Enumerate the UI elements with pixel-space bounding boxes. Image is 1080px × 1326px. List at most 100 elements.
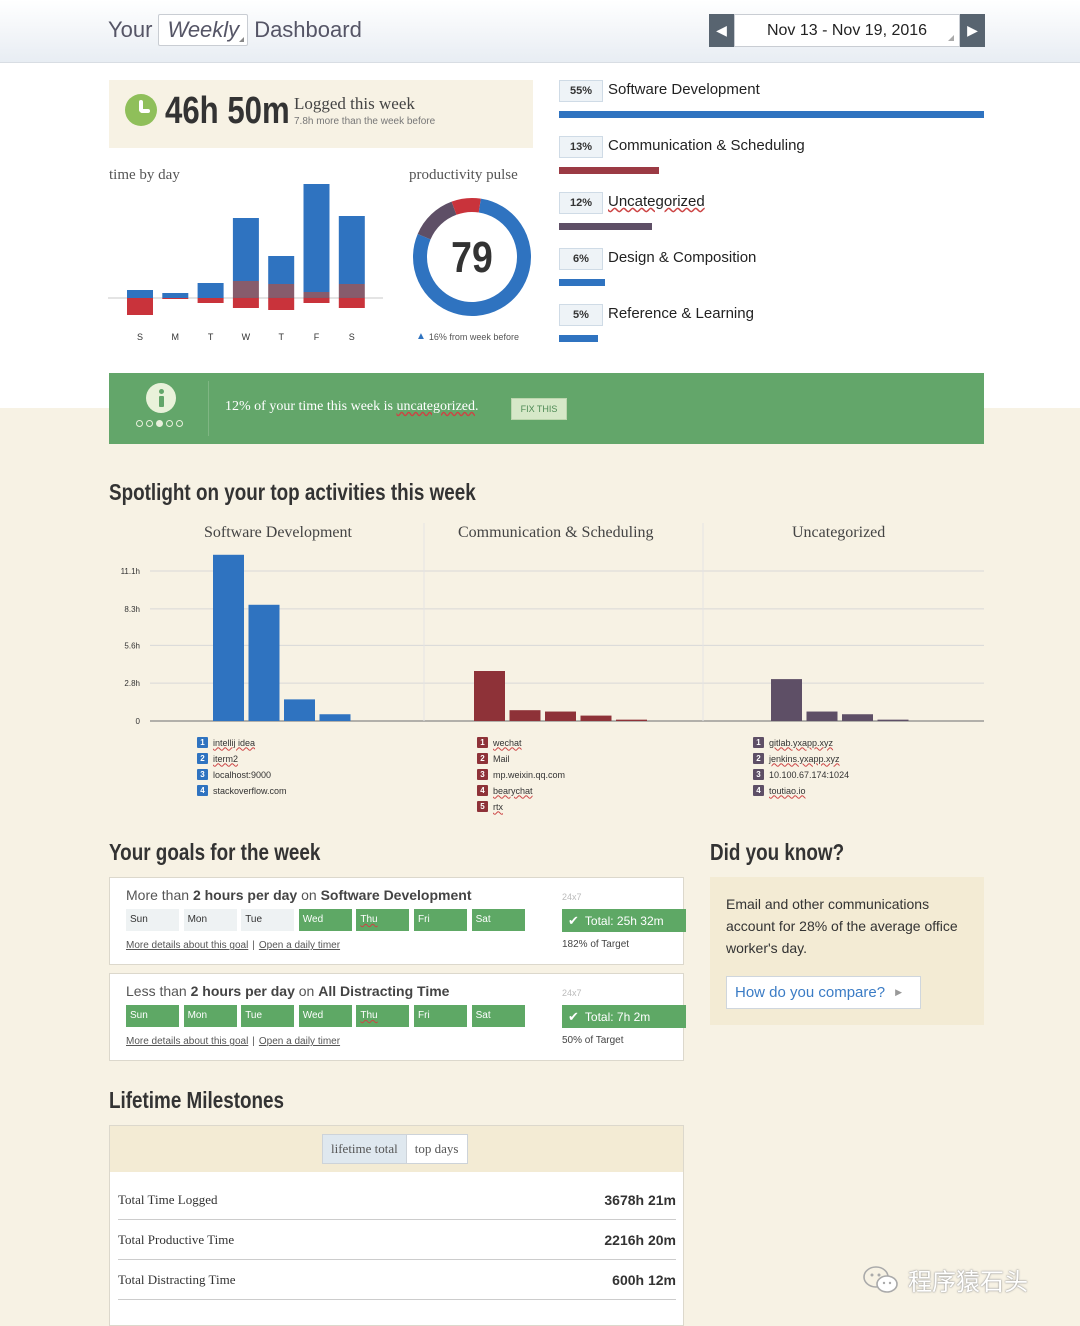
goal-day-chip[interactable]: Fri bbox=[414, 1005, 467, 1027]
spotlight-bar[interactable] bbox=[545, 711, 576, 721]
carousel-dot-active[interactable] bbox=[156, 420, 163, 427]
milestone-label: Total Time Logged bbox=[118, 1191, 218, 1207]
goal-day-chip[interactable]: Sat bbox=[471, 1005, 525, 1027]
spotlight-bar[interactable] bbox=[213, 554, 244, 721]
category-label[interactable]: Uncategorized bbox=[608, 193, 705, 210]
spotlight-legend-item[interactable]: 2 Mail bbox=[477, 753, 510, 764]
day-bar-productive[interactable] bbox=[303, 184, 330, 292]
spotlight-legend-item[interactable]: 3 mp.weixin.qq.com bbox=[477, 769, 565, 780]
fix-this-button[interactable]: FIX THIS bbox=[511, 398, 567, 420]
prev-week-button[interactable]: ◀ bbox=[709, 14, 734, 47]
productivity-pulse-donut[interactable]: 79 bbox=[410, 195, 534, 319]
category-bar bbox=[559, 223, 652, 230]
day-bar-productive[interactable] bbox=[162, 293, 189, 298]
spotlight-bar[interactable] bbox=[319, 714, 351, 721]
goal-day-chip[interactable]: Fri bbox=[414, 909, 467, 931]
goal-day-chip[interactable]: Tue bbox=[241, 909, 295, 931]
day-bar-neutral[interactable] bbox=[338, 284, 365, 298]
category-label[interactable]: Software Development bbox=[608, 81, 760, 98]
goal-schedule: 24x7 bbox=[562, 892, 582, 902]
spotlight-bar[interactable] bbox=[580, 715, 612, 721]
goal-day-chip[interactable]: Wed bbox=[298, 909, 352, 931]
spotlight-bar[interactable] bbox=[248, 604, 280, 721]
carousel-dots[interactable] bbox=[136, 420, 183, 427]
spotlight-bar[interactable] bbox=[616, 719, 647, 721]
category-label[interactable]: Design & Composition bbox=[608, 249, 757, 266]
carousel-dot[interactable] bbox=[166, 420, 173, 427]
tab-top-days[interactable]: top days bbox=[406, 1134, 468, 1164]
spotlight-legend-item[interactable]: 1 wechat bbox=[477, 737, 522, 748]
legend-index: 2 bbox=[197, 753, 208, 764]
tab-lifetime-total[interactable]: lifetime total bbox=[322, 1134, 407, 1164]
spotlight-chart[interactable]: 0 2.8h 5.6h 8.3h 11.1h bbox=[100, 520, 990, 730]
spotlight-legend-item[interactable]: 2 iterm2 bbox=[197, 753, 238, 764]
category-percent: 6% bbox=[559, 248, 603, 270]
day-bar-productive[interactable] bbox=[197, 283, 224, 298]
category-label[interactable]: Communication & Scheduling bbox=[608, 137, 805, 154]
spotlight-legend-item[interactable]: 4 toutiao.io bbox=[753, 785, 806, 796]
spotlight-legend-item[interactable]: 1 gitlab.yxapp.xyz bbox=[753, 737, 833, 748]
day-bar-distracting[interactable] bbox=[162, 298, 189, 299]
legend-label: toutiao.io bbox=[769, 785, 806, 796]
day-bar-productive[interactable] bbox=[268, 256, 295, 284]
spotlight-legend-item[interactable]: 1 intellij idea bbox=[197, 737, 255, 748]
goal-day-chip[interactable]: Thu bbox=[356, 909, 410, 931]
carousel-dot[interactable] bbox=[176, 420, 183, 427]
spotlight-bar[interactable] bbox=[284, 699, 315, 721]
spotlight-legend-item[interactable]: 3 10.100.67.174:1024 bbox=[753, 769, 849, 780]
goal-day-chip[interactable]: Wed bbox=[298, 1005, 352, 1027]
period-selector[interactable]: Weekly bbox=[158, 14, 249, 46]
carousel-dot[interactable] bbox=[146, 420, 153, 427]
date-range-field[interactable]: Nov 13 - Nov 19, 2016 bbox=[734, 14, 960, 47]
alert-text-after: . bbox=[475, 399, 479, 414]
day-bar-neutral[interactable] bbox=[268, 284, 295, 298]
carousel-dot[interactable] bbox=[136, 420, 143, 427]
goal-details-link[interactable]: More details about this goal bbox=[126, 940, 249, 951]
goal-details-link[interactable]: More details about this goal bbox=[126, 1036, 249, 1047]
spotlight-bar[interactable] bbox=[877, 719, 909, 721]
day-bar-productive[interactable] bbox=[338, 216, 365, 284]
day-bar-distracting[interactable] bbox=[303, 298, 330, 303]
uncategorized-link[interactable]: uncategorized bbox=[396, 399, 475, 414]
legend-index: 4 bbox=[197, 785, 208, 796]
day-bar-distracting[interactable] bbox=[338, 298, 365, 308]
daily-timer-link[interactable]: Open a daily timer bbox=[258, 940, 341, 951]
spotlight-legend-item[interactable]: 2 jenkins.yxapp.xyz bbox=[753, 753, 840, 764]
spotlight-legend-item[interactable]: 4 bearychat bbox=[477, 785, 533, 796]
legend-label: gitlab.yxapp.xyz bbox=[769, 737, 834, 748]
goal-day-chip[interactable]: Mon bbox=[183, 1005, 237, 1027]
day-bar-productive[interactable] bbox=[127, 290, 153, 298]
spotlight-legend-item[interactable]: 4 stackoverflow.com bbox=[197, 785, 287, 796]
link-separator: | bbox=[252, 940, 255, 951]
spotlight-legend-item[interactable]: 5 rtx bbox=[477, 801, 503, 812]
spotlight-bar[interactable] bbox=[509, 710, 541, 721]
spotlight-bar[interactable] bbox=[474, 671, 505, 721]
goal-heading-pre: More than bbox=[126, 887, 193, 903]
alert-text: 12% of your time this week is uncategori… bbox=[225, 399, 479, 415]
link-separator: | bbox=[252, 1036, 255, 1047]
goal-day-chip[interactable]: Mon bbox=[183, 909, 237, 931]
day-bar-distracting[interactable] bbox=[232, 298, 259, 308]
spotlight-bar[interactable] bbox=[806, 711, 838, 721]
time-by-day-chart[interactable] bbox=[100, 180, 390, 325]
day-bar-distracting[interactable] bbox=[268, 298, 295, 310]
day-bar-neutral[interactable] bbox=[303, 292, 330, 298]
next-week-button[interactable]: ▶ bbox=[960, 14, 985, 47]
spotlight-bar[interactable] bbox=[842, 714, 873, 721]
watermark-text: 程序猿石头 bbox=[908, 1269, 1028, 1296]
compare-button[interactable]: How do you compare? ▶ bbox=[726, 976, 921, 1009]
category-label[interactable]: Reference & Learning bbox=[608, 305, 754, 322]
goal-day-chip[interactable]: Tue bbox=[241, 1005, 295, 1027]
daily-timer-link[interactable]: Open a daily timer bbox=[258, 1036, 341, 1047]
milestone-value: 600h 12m bbox=[612, 1271, 676, 1288]
spotlight-legend-item[interactable]: 3 localhost:9000 bbox=[197, 769, 271, 780]
day-bar-neutral[interactable] bbox=[232, 281, 259, 298]
goal-day-chip[interactable]: Sun bbox=[126, 1005, 179, 1027]
goal-day-chip[interactable]: Sat bbox=[471, 909, 525, 931]
goal-day-chip[interactable]: Sun bbox=[126, 909, 179, 931]
goal-day-chip[interactable]: Thu bbox=[356, 1005, 410, 1027]
day-bar-productive[interactable] bbox=[232, 218, 259, 281]
day-bar-distracting[interactable] bbox=[127, 298, 153, 315]
day-bar-distracting[interactable] bbox=[197, 298, 224, 303]
spotlight-bar[interactable] bbox=[771, 679, 802, 721]
